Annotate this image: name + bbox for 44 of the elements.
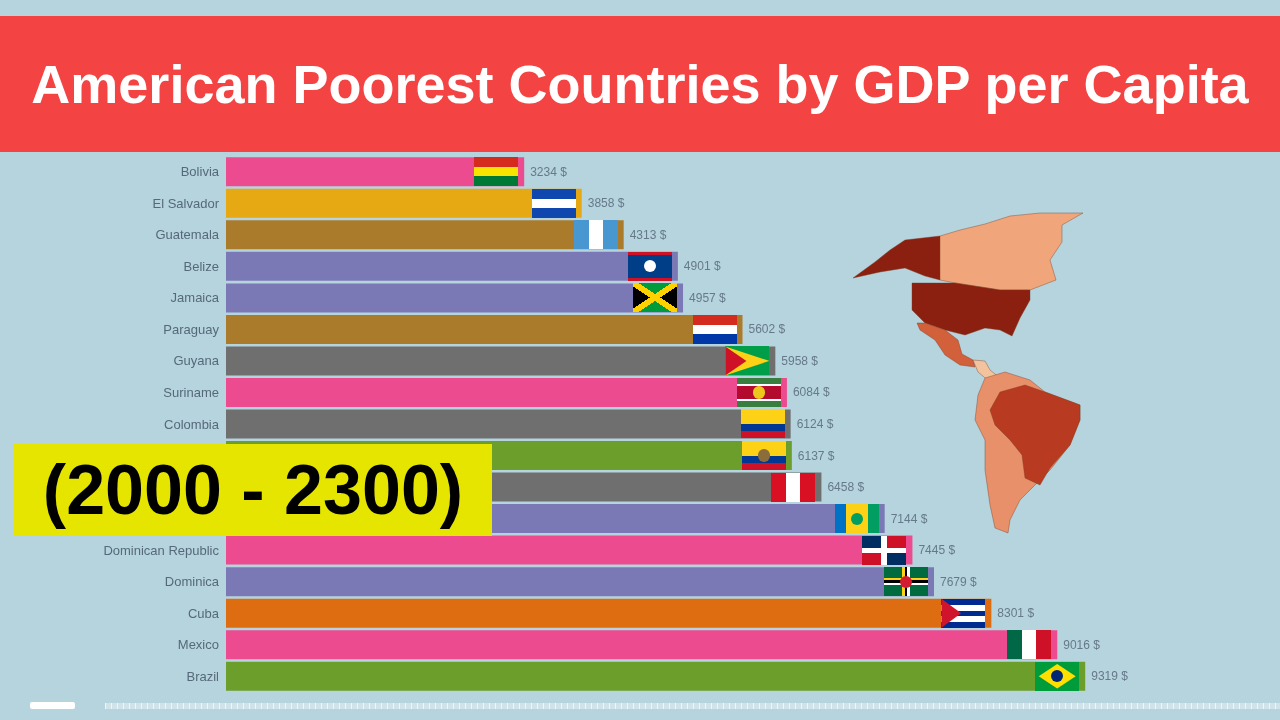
- data-label: 5958 $: [781, 353, 819, 368]
- y-tick-label: Suriname: [163, 384, 219, 400]
- bar: [226, 630, 1058, 660]
- y-tick-label: El Salvador: [152, 195, 220, 211]
- data-label: 4313 $: [629, 227, 667, 242]
- bar: [226, 346, 776, 376]
- data-label: 3234 $: [530, 164, 568, 179]
- data-label: 7679 $: [940, 574, 978, 589]
- y-tick-label: Dominican Republic: [103, 542, 220, 558]
- y-tick-label: Dominica: [164, 574, 220, 590]
- y-tick-label: Guyana: [173, 353, 220, 369]
- y-tick-label: Paraguay: [163, 321, 220, 337]
- chart-title: American Poorest Countries by GDP per Capita: [31, 53, 1249, 115]
- y-tick-label: Cuba: [187, 605, 220, 621]
- y-tick-label: Jamaica: [170, 290, 220, 306]
- y-tick-label: Guatemala: [155, 227, 220, 243]
- bar: [226, 283, 684, 313]
- bar: [226, 220, 624, 250]
- y-tick-label: Bolivia: [180, 164, 220, 180]
- data-label: 6124 $: [796, 417, 834, 431]
- bar: [226, 377, 787, 407]
- data-label: 6458 $: [827, 480, 865, 495]
- data-label: 9319 $: [1091, 669, 1129, 684]
- bar: [226, 409, 791, 439]
- data-label: 7445 $: [918, 543, 956, 558]
- y-tick-label: Brazil: [186, 668, 220, 684]
- bar: [226, 251, 678, 281]
- data-label: 8301 $: [997, 606, 1035, 621]
- data-label: 7144 $: [890, 511, 928, 526]
- y-tick-label: Belize: [183, 258, 219, 274]
- y-tick-label: Mexico: [177, 637, 219, 653]
- data-label: 9016 $: [1063, 637, 1101, 652]
- bar: [226, 598, 992, 628]
- annotation: (2000 - 2300): [42, 450, 464, 530]
- bar: [226, 661, 1086, 691]
- data-label: 5602 $: [748, 322, 786, 337]
- data-label: 4901 $: [683, 259, 721, 274]
- bar: [226, 567, 934, 597]
- y-tick-label: Colombia: [164, 416, 220, 432]
- bar: [226, 535, 913, 565]
- data-label: 4957 $: [689, 290, 727, 305]
- data-label: 3858 $: [587, 196, 625, 211]
- data-label: 6084 $: [792, 385, 830, 400]
- data-label: 6137 $: [797, 448, 835, 463]
